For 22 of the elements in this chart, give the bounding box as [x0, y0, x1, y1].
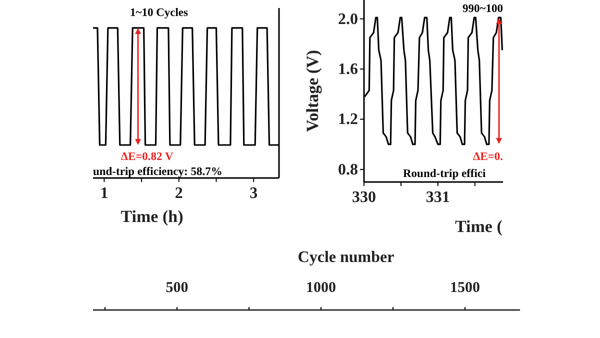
- annotation: und-trip efficiency: 58.7%: [93, 166, 222, 178]
- x-tick-label: 1: [100, 185, 108, 202]
- y-axis-title: Voltage (V): [303, 50, 322, 132]
- x-axis-title: Time (: [455, 217, 503, 236]
- x-tick-label: 2: [174, 185, 183, 202]
- y-tick-label: 1.6: [338, 61, 358, 78]
- x-axis-title: Time (h): [120, 207, 184, 226]
- x-tick-label: 330: [352, 189, 376, 206]
- y-tick-label: 2.0: [338, 10, 358, 28]
- x-tick-label: 331: [426, 189, 450, 206]
- annotation: ΔE=0.: [472, 151, 504, 163]
- text: 1~10 Cycles: [130, 7, 189, 19]
- annotation: 990~100: [462, 3, 504, 15]
- y-tick-label: 1.2: [338, 111, 358, 128]
- text: 1000: [306, 280, 336, 296]
- y-tick-label: 0.8: [338, 161, 358, 178]
- x-tick-label: 3: [250, 185, 258, 202]
- text: 500: [166, 280, 188, 296]
- text: Cycle number: [298, 249, 394, 266]
- annotation: ΔE=0.82 V: [120, 151, 174, 163]
- annotation: Round-trip effici: [403, 168, 487, 180]
- text: 1500: [450, 280, 480, 296]
